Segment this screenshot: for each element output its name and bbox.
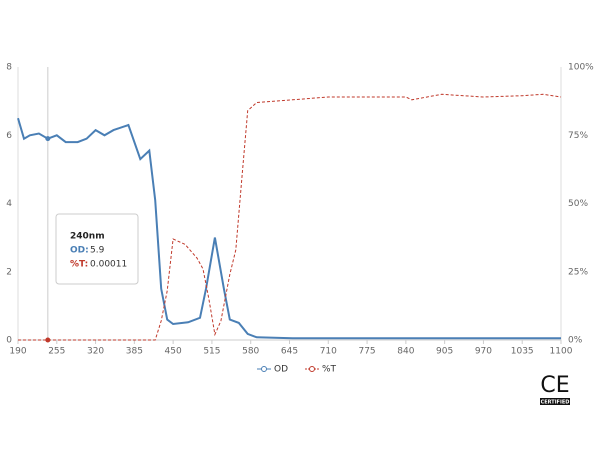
badge-bar [540, 398, 570, 405]
tooltip-t-label: %T: [70, 260, 88, 270]
x-tick-label: 1035 [511, 347, 534, 357]
x-tick-label: 385 [126, 347, 143, 357]
x-tick-label: 1100 [550, 347, 573, 357]
tooltip: 240nm OD: 5.9 %T: 0.00011 [55, 213, 139, 285]
x-tick-label: 320 [87, 347, 104, 357]
x-tick-label: 710 [320, 347, 337, 357]
x-tick-label: 775 [358, 347, 375, 357]
y-tick-label: 4 [6, 199, 12, 209]
x-tick-label: 255 [48, 347, 65, 357]
y2-tick-label: 50% [568, 199, 588, 209]
legend-label: OD [274, 365, 288, 375]
x-tick-label: 840 [397, 347, 414, 357]
x-tick-label: 970 [475, 347, 492, 357]
x-tick-label: 905 [436, 347, 453, 357]
y2-tick-label: 75% [568, 131, 588, 141]
y-tick-label: 6 [6, 131, 12, 141]
y2-tick-label: 100% [568, 63, 594, 73]
series-line [18, 93, 562, 341]
y-tick-label: 0 [6, 336, 12, 346]
hover-point [45, 136, 51, 142]
y2-tick-label: 25% [568, 267, 588, 277]
tooltip-od-label: OD: [70, 246, 89, 256]
legend-marker [309, 366, 315, 372]
tooltip-title: 240nm [70, 232, 105, 242]
y-tick-label: 2 [6, 267, 12, 277]
x-tick-label: 645 [281, 347, 298, 357]
legend-label: %T [322, 365, 337, 375]
ce-mark: CE [540, 373, 569, 398]
ce-badge: CE CERTIFIED [540, 373, 570, 406]
tooltip-t: 0.00011 [90, 260, 127, 270]
x-tick-label: 580 [242, 347, 259, 357]
tooltip-box [55, 213, 139, 285]
y2-tick-label: 0% [568, 336, 583, 346]
tooltip-od: 5.9 [90, 246, 105, 256]
y-tick-label: 8 [6, 63, 12, 73]
hover-point [45, 337, 51, 343]
badge-text: CERTIFIED [541, 400, 570, 406]
x-tick-label: 450 [165, 347, 182, 357]
legend-marker [261, 366, 267, 372]
x-tick-label: 515 [203, 347, 220, 357]
x-tick-label: 190 [9, 347, 26, 357]
series-line [17, 117, 561, 340]
